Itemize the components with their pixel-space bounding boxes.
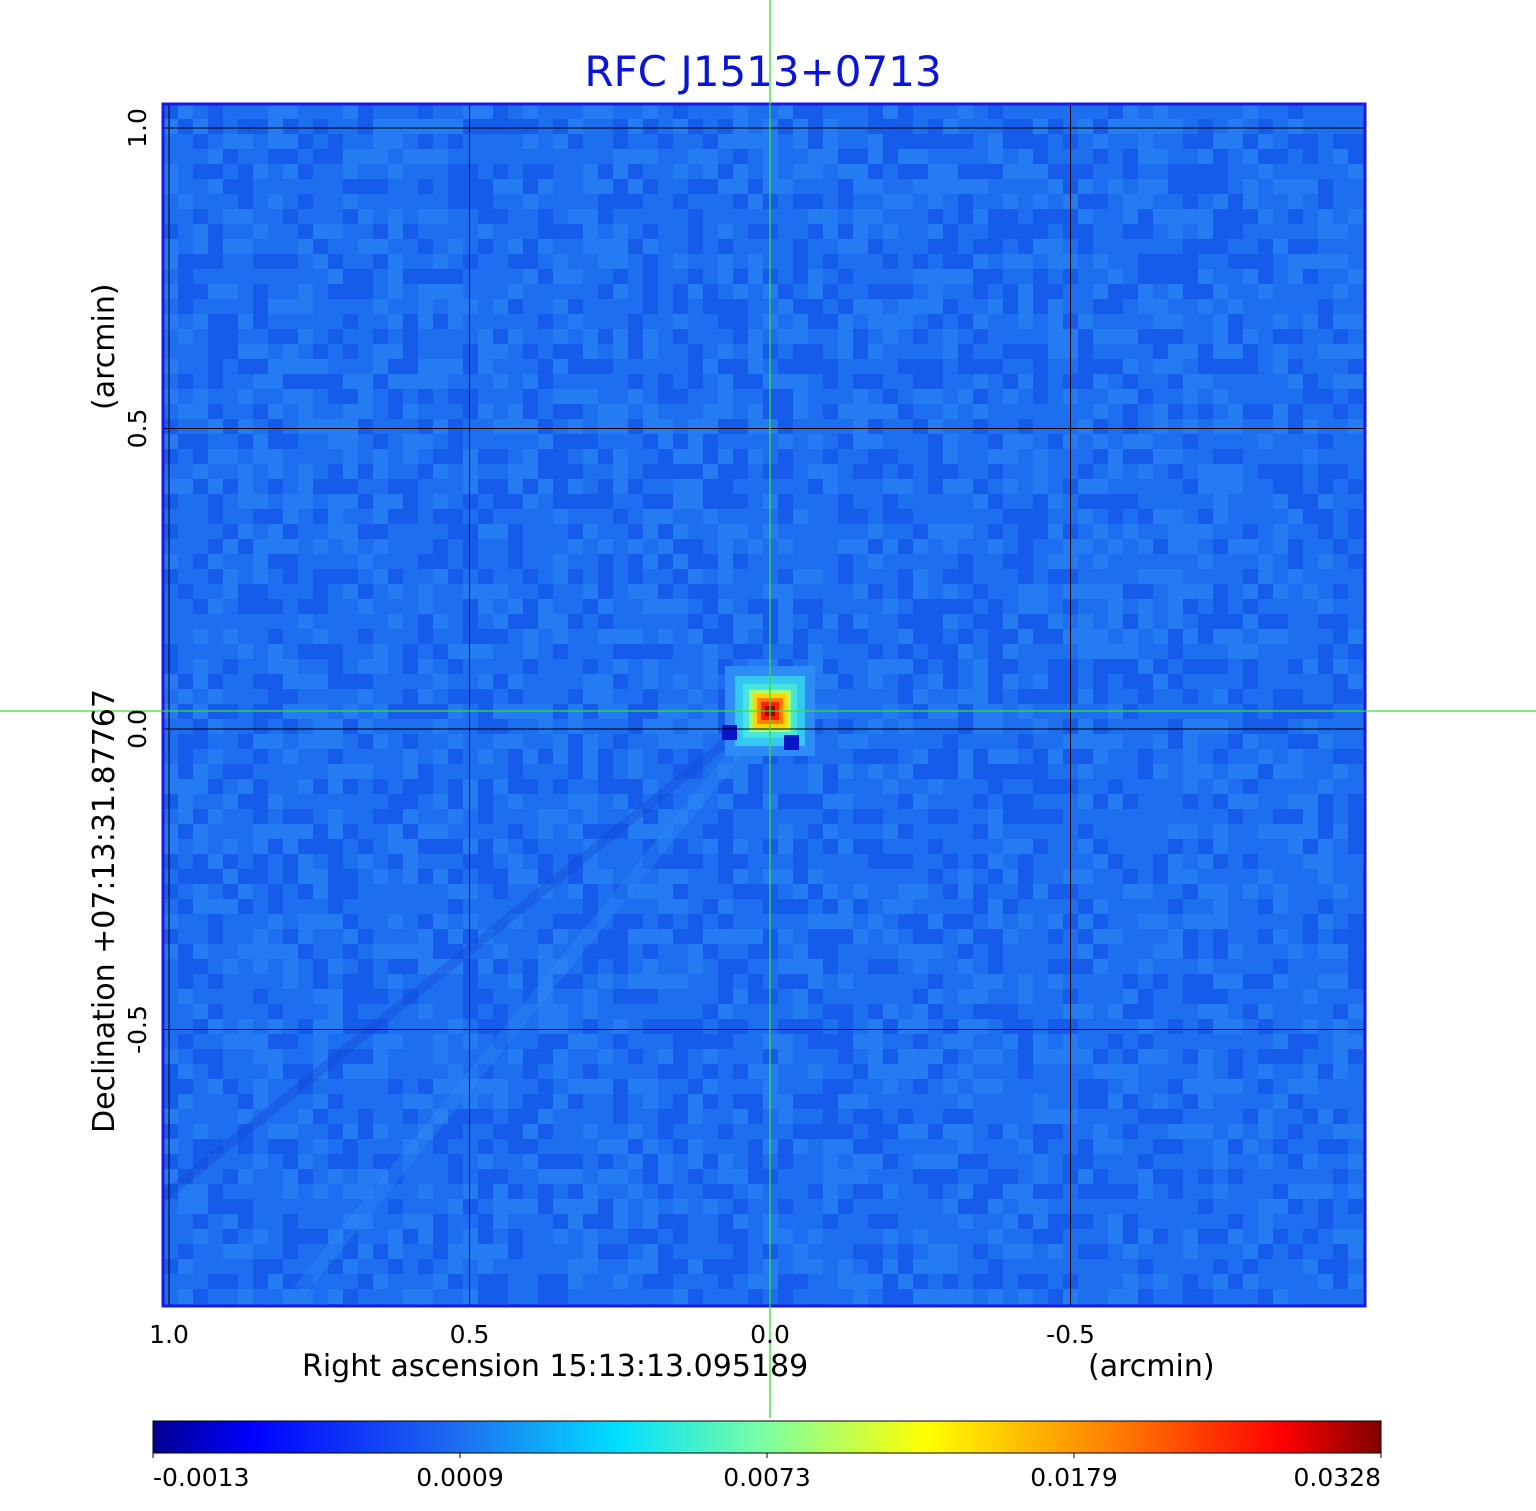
- y-tick-label: 0.0: [123, 709, 152, 749]
- colorbar: [152, 1420, 1382, 1454]
- crosshair: [0, 0, 1536, 1418]
- y-tick-label: 1.0: [123, 108, 152, 148]
- x-tick-labels: 1.0 0.5 0.0 -0.5: [149, 1320, 1095, 1349]
- chart-title: RFC J1513+0713: [584, 47, 941, 96]
- x-tick-label: 0.0: [750, 1320, 790, 1349]
- colorbar-tick-label: -0.0013: [153, 1463, 250, 1492]
- y-tick-labels: 1.0 0.5 0.0 -0.5: [123, 108, 152, 1054]
- colorbar-tick-labels: -0.0013 0.0009 0.0073 0.0179 0.0328: [152, 1453, 1382, 1492]
- plot-area: [163, 104, 1365, 1306]
- x-tick-label: -0.5: [1046, 1320, 1095, 1349]
- x-axis-unit: (arcmin): [1088, 1349, 1215, 1384]
- noise-texture: [163, 104, 1365, 1306]
- plot-frame: [161, 102, 1367, 1308]
- colorbar-tick-label: 0.0328: [1294, 1463, 1381, 1492]
- x-tick-label: 0.5: [450, 1320, 490, 1349]
- colorbar-tick-label: 0.0073: [723, 1463, 810, 1492]
- x-axis-label: Right ascension 15:13:13.095189: [302, 1349, 808, 1384]
- y-axis-label: Declination +07:13:31.87767: [87, 689, 122, 1133]
- colorbar-tick-label: 0.0179: [1030, 1463, 1117, 1492]
- y-tick-label: -0.5: [123, 1005, 152, 1054]
- y-axis-unit: (arcmin): [87, 283, 122, 410]
- colorbar-tick-label: 0.0009: [416, 1463, 503, 1492]
- x-tick-label: 1.0: [149, 1320, 189, 1349]
- y-tick-label: 0.5: [123, 409, 152, 449]
